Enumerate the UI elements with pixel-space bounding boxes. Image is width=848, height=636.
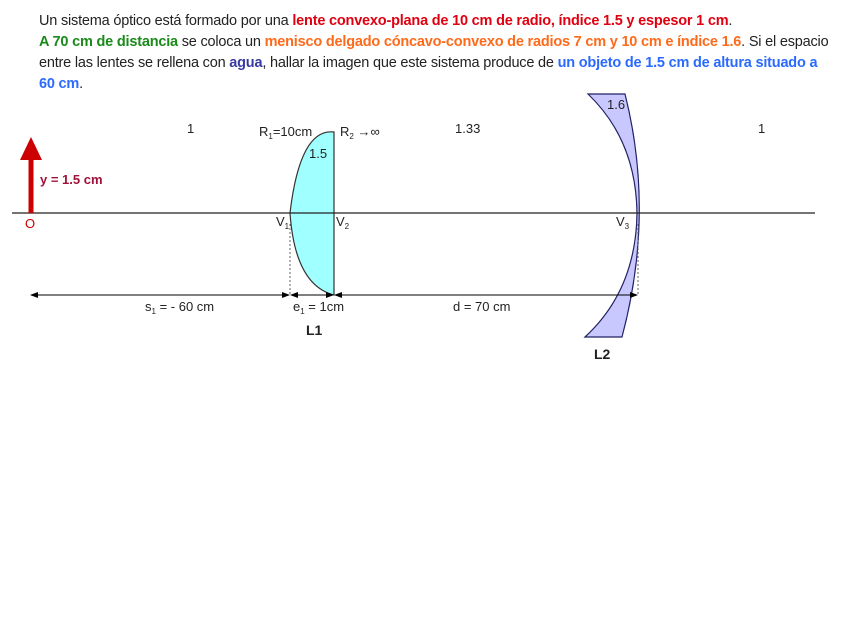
medium-spec: agua [229,55,263,71]
v1-label: V1 [276,214,290,231]
object-arrowhead [20,137,42,160]
d-label: d = 70 cm [453,299,510,314]
lens2-name: L2 [594,346,611,362]
lens1-name: L1 [306,322,323,338]
r1-label: R1=10cm [259,124,312,141]
problem-statement: Un sistema óptico está formado por una l… [39,11,829,95]
s1-label: s1 = - 60 cm [145,299,214,316]
r2-label: R2 →∞ [340,124,380,141]
lens2-meniscus [583,93,640,338]
text: . Si el espacio entre las lentes se rell… [39,34,829,71]
text: . [728,13,733,29]
index-lens1: 1.5 [309,146,327,161]
text: se coloca un [177,34,265,50]
v3-label: V3 [616,214,630,231]
object-spec: un objeto de 1.5 cm de altura situado a … [39,55,818,92]
lens2-spec: menisco delgado cóncavo-convexo de radio… [264,34,742,50]
lens1-spec: lente convexo-plana de 10 cm de radio, í… [292,13,729,29]
index-water: 1.33 [455,121,480,136]
object-label: y = 1.5 cm [40,172,103,187]
text: . [79,76,83,92]
text: , hallar la imagen que este sistema prod… [262,55,558,71]
e1-label: e1 = 1cm [293,299,344,316]
text: Un sistema óptico está formado por una [39,13,293,29]
v2-label: V2 [336,214,350,231]
distance-spec: A 70 cm de distancia [39,34,178,50]
index-left: 1 [187,121,194,136]
index-lens2: 1.6 [607,97,625,112]
origin-label: O [25,216,35,231]
index-right: 1 [758,121,765,136]
